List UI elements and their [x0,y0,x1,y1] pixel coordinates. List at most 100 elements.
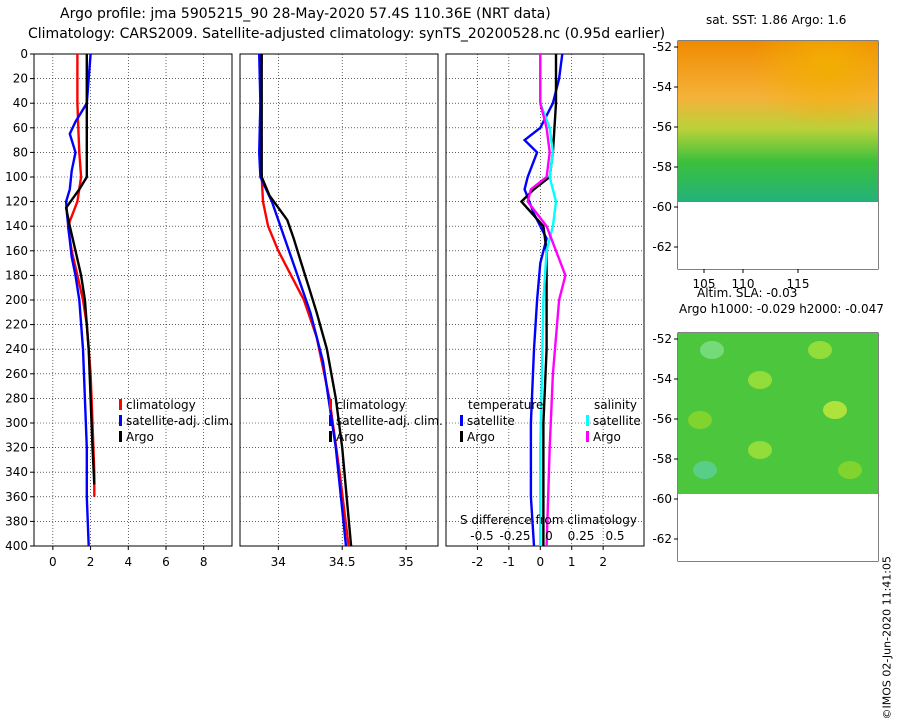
depth-tick-label: 200 [5,293,28,307]
diff-legend-temp-heading: temperature [468,398,543,412]
difference-profile-series-sal-satellite [539,54,558,546]
depth-tick-label: 360 [5,490,28,504]
sla-map-ytick-label: -54 [652,372,672,386]
depth-tick-label: 240 [5,342,28,356]
diff-temp-legend-label: Argo [467,430,495,444]
sst-map-ytick-label: -62 [652,240,672,254]
sla-map-ytick-label: -58 [652,452,672,466]
temperature-profile-xtick-label: 4 [124,555,132,569]
depth-tick-label: 340 [5,465,28,479]
depth-tick-label: 0 [20,47,28,61]
sst-map-ytick-label: -52 [652,40,672,54]
depth-tick-label: 140 [5,219,28,233]
sla-anomaly-patch [748,441,772,459]
diff-temp-legend-swatch [460,431,463,442]
difference-profile-xtick-label: 1 [568,555,576,569]
difference-profile-xtick-label: -2 [471,555,483,569]
difference-profile-xtick-label: 0 [536,555,544,569]
salinity-legend-swatch [329,431,332,442]
sla-map-title-2: Argo h1000: -0.029 h2000: -0.047 [679,302,884,316]
sst-land-mask [678,202,878,269]
temperature-legend-swatch [119,399,122,410]
sla-anomaly-patch [823,401,847,419]
temperature-legend-swatch [119,415,122,426]
sla-anomaly-patch [693,461,717,479]
sst-map-title: sat. SST: 1.86 Argo: 1.6 [706,13,846,27]
salinity-profile-series-satellite [257,53,348,547]
diff-sal-legend-swatch [586,415,589,426]
salinity-profile-xtick-label: 35 [398,555,413,569]
title-line-2: Climatology: CARS2009. Satellite-adjuste… [28,26,666,42]
temperature-profile-xtick-label: 6 [162,555,170,569]
difference-profile-series-sal-argo [526,54,567,547]
depth-tick-label: 260 [5,367,28,381]
depth-tick-label: 380 [5,514,28,528]
diff-sal-legend-swatch [586,431,589,442]
sla-anomaly-patch [808,341,832,359]
salinity-legend-label: climatology [336,398,406,412]
sst-warm-patch [678,41,878,202]
sst-map-xtick-label: 105 [693,277,716,291]
diff-legend-sal-heading: salinity [594,398,637,412]
sla-anomaly-patch [700,341,724,359]
sla-map-ytick-label: -62 [652,532,672,546]
sla-anomaly-patch [838,461,862,479]
sst-map-ytick-label: -54 [652,80,672,94]
imos-watermark: ©IMOS 02-Jun-2020 11:41:05 [881,556,894,720]
salinity-legend-label: Argo [336,430,364,444]
sla-map-ytick-label: -56 [652,412,672,426]
depth-tick-label: 20 [13,72,28,86]
diff-temp-legend-swatch [460,415,463,426]
salinity-profile-xtick-label: 34.5 [329,555,356,569]
sst-map-ytick-label: -58 [652,160,672,174]
temperature-profile-xtick-label: 8 [200,555,208,569]
sal-diff-tick-label: 0.5 [605,529,624,543]
depth-tick-label: 40 [13,96,28,110]
sla-map-ytick-label: -52 [652,332,672,346]
depth-tick-label: 60 [13,121,28,135]
depth-tick-label: 400 [5,539,28,553]
diff-sal-legend-label: satellite [593,414,641,428]
salinity-profile-xtick-label: 34 [271,555,286,569]
depth-tick-label: 320 [5,441,28,455]
sla-map-title-1: Altim. SLA: -0.03 [697,286,797,300]
depth-tick-label: 220 [5,318,28,332]
temperature-legend-label: Argo [126,430,154,444]
diff-temp-legend-label: satellite [467,414,515,428]
depth-tick-label: 180 [5,268,28,282]
difference-profile-xtick-label: -1 [503,555,515,569]
depth-tick-label: 280 [5,391,28,405]
temperature-legend-swatch [119,431,122,442]
sst-map-xtick-label: 115 [787,277,810,291]
sal-diff-tick-label: 0 [545,529,553,543]
depth-tick-label: 80 [13,145,28,159]
diff-xlabel: S difference from climatology [460,513,637,527]
depth-tick-label: 160 [5,244,28,258]
temperature-legend-label: climatology [126,398,196,412]
sst-map-xtick-label: 110 [732,277,755,291]
sla-land-mask [678,494,878,561]
temperature-profile-series-argo [64,54,96,485]
temperature-profile-xtick-label: 0 [49,555,57,569]
title-line-1: Argo profile: jma 5905215_90 28-May-2020… [60,6,551,22]
sal-diff-tick-label: -0.25 [499,529,530,543]
sla-anomaly-patch [748,371,772,389]
temperature-legend-label: satellite-adj. clim. [126,414,233,428]
temperature-profile-xtick-label: 2 [87,555,95,569]
depth-tick-label: 120 [5,195,28,209]
salinity-legend-swatch [329,399,332,410]
profile-charts: 0 2 4 6 8 34 34.5 35 -2 -1 0 1 202040608010012014016… [5,13,884,569]
difference-profile-series-temp-satellite [522,53,564,547]
sla-map-ytick-label: -60 [652,492,672,506]
sst-map-ytick-label: -56 [652,120,672,134]
depth-tick-label: 300 [5,416,28,430]
depth-tick-label: 100 [5,170,28,184]
sal-diff-tick-label: 0.25 [568,529,595,543]
salinity-legend-label: satellite-adj. clim. [336,414,443,428]
sla-anomaly-patch [688,411,712,429]
difference-profile-xtick-label: 2 [599,555,607,569]
sst-map-ytick-label: -60 [652,200,672,214]
salinity-profile-series-argo [260,54,353,547]
salinity-legend-swatch [329,415,332,426]
diff-sal-legend-label: Argo [593,430,621,444]
